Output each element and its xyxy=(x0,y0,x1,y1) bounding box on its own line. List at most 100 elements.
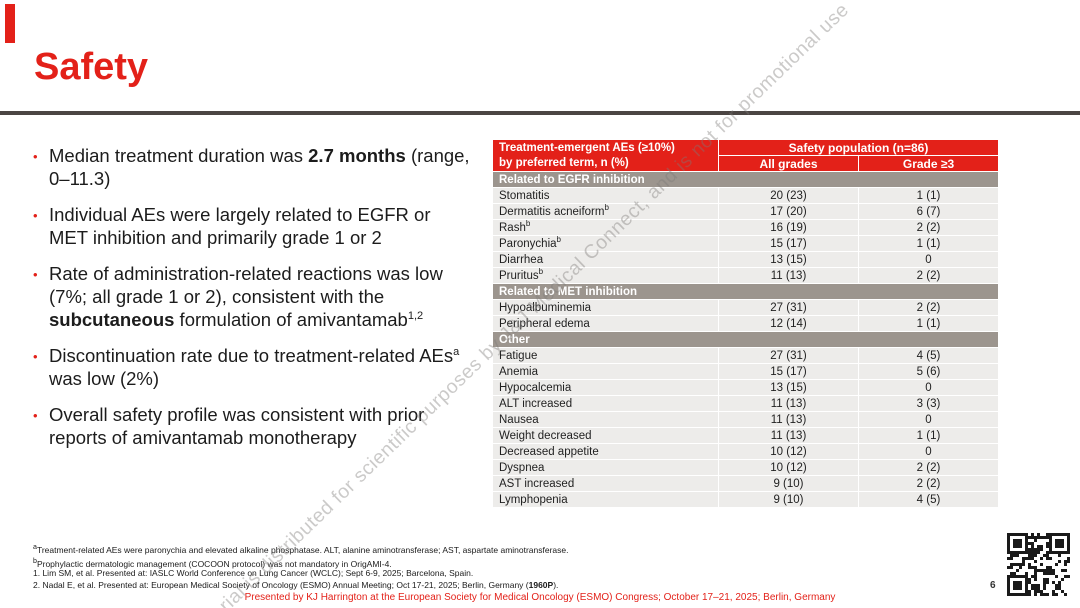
title-rule xyxy=(0,111,1080,115)
grade3-cell: 4 (5) xyxy=(858,347,999,365)
table-row: Hypoalbuminemia 27 (31) 2 (2) xyxy=(492,299,999,317)
term-cell: Decreased appetite xyxy=(492,443,719,461)
table-row: Rashb 16 (19) 2 (2) xyxy=(492,219,999,237)
grade3-cell: 2 (2) xyxy=(858,219,999,237)
term-cell: Dyspnea xyxy=(492,459,719,477)
table-header-row-1: Treatment-emergent AEs (≥10%) by preferr… xyxy=(492,138,999,173)
term-cell: Weight decreased xyxy=(492,427,719,445)
grade3-cell: 2 (2) xyxy=(858,267,999,285)
footnote-b: bProphylactic dermatologic management (C… xyxy=(33,556,793,570)
term-cell: Diarrhea xyxy=(492,251,719,269)
qr-code xyxy=(1007,533,1070,596)
table-row: Nausea 11 (13) 0 xyxy=(492,411,999,429)
reference-1: 1. Lim SM, et al. Presented at: IASLC Wo… xyxy=(33,568,474,578)
grade3-cell: 2 (2) xyxy=(858,459,999,477)
grade3-cell: 1 (1) xyxy=(858,315,999,333)
term-cell: Hypoalbuminemia xyxy=(492,299,719,317)
section-title: Other xyxy=(492,331,999,349)
all-grades-cell: 13 (15) xyxy=(718,251,859,269)
grade3-cell: 0 xyxy=(858,443,999,461)
grade3-cell: 3 (3) xyxy=(858,395,999,413)
bullet-marker: • xyxy=(33,149,38,164)
grade3-cell: 1 (1) xyxy=(858,187,999,205)
all-grades-cell: 15 (17) xyxy=(718,363,859,381)
term-cell: Pruritusb xyxy=(492,267,719,285)
section-row: Related to EGFR inhibition xyxy=(492,171,999,189)
all-grades-cell: 12 (14) xyxy=(718,315,859,333)
all-grades-cell: 17 (20) xyxy=(718,203,859,221)
table-row: Peripheral edema 12 (14) 1 (1) xyxy=(492,315,999,333)
bullet-item: • Individual AEs were largely related to … xyxy=(33,203,471,249)
ae-table: Treatment-emergent AEs (≥10%) by preferr… xyxy=(492,138,999,509)
bullet-list: • Median treatment duration was 2.7 month… xyxy=(33,144,471,462)
section-title: Related to MET inhibition xyxy=(492,283,999,301)
page-title: Safety xyxy=(34,46,149,88)
table-row: AST increased 9 (10) 2 (2) xyxy=(492,475,999,493)
section-title: Related to EGFR inhibition xyxy=(492,171,999,189)
all-grades-cell: 9 (10) xyxy=(718,491,859,509)
reference-2-text: 2. Nadal E, et al. Presented at: Europea… xyxy=(33,579,529,590)
all-grades-cell: 10 (12) xyxy=(718,459,859,477)
footnote-marker: b xyxy=(556,235,561,245)
term-cell: Anemia xyxy=(492,363,719,381)
term-cell: ALT increased xyxy=(492,395,719,413)
all-grades-cell: 27 (31) xyxy=(718,347,859,365)
all-grades-cell: 9 (10) xyxy=(718,475,859,493)
all-grades-cell: 16 (19) xyxy=(718,219,859,237)
references: 1. Lim SM, et al. Presented at: IASLC Wo… xyxy=(33,568,793,591)
table-header-population-cell: Safety population (n=86) xyxy=(718,138,999,157)
all-grades-cell: 20 (23) xyxy=(718,187,859,205)
bullet-text: Median treatment duration was 2.7 months… xyxy=(49,145,470,189)
table-header-row-2: All grades Grade ≥3 xyxy=(493,155,999,173)
term-cell: Hypocalcemia xyxy=(492,379,719,397)
table-row: Paronychiab 15 (17) 1 (1) xyxy=(492,235,999,253)
bullet-item: • Median treatment duration was 2.7 month… xyxy=(33,144,471,190)
bullet-marker: • xyxy=(33,267,38,282)
grade3-cell: 0 xyxy=(858,379,999,397)
table-row: ALT increased 11 (13) 3 (3) xyxy=(492,395,999,413)
bullet-item: • Discontinuation rate due to treatment-r… xyxy=(33,344,471,390)
footnote-a-marker: a xyxy=(33,543,37,551)
table-header-term-cell: Treatment-emergent AEs (≥10%) by preferr… xyxy=(492,138,719,173)
bullet-marker: • xyxy=(33,408,38,423)
grade3-cell: 2 (2) xyxy=(858,475,999,493)
bullet-marker: • xyxy=(33,208,38,223)
term-cell: AST increased xyxy=(492,475,719,493)
reference-2: 2. Nadal E, et al. Presented at: Europea… xyxy=(33,580,793,592)
footnote-b-marker: b xyxy=(33,556,37,565)
grade3-cell: 1 (1) xyxy=(858,427,999,445)
corner-accent-bar xyxy=(5,4,15,43)
table-row: Weight decreased 11 (13) 1 (1) xyxy=(492,427,999,445)
footnote-a-text: Treatment-related AEs were paronychia an… xyxy=(36,544,569,555)
all-grades-cell: 11 (13) xyxy=(718,427,859,445)
page-number: 6 xyxy=(990,580,996,591)
all-grades-cell: 11 (13) xyxy=(718,411,859,429)
term-cell: Dermatitis acneiformb xyxy=(492,203,719,221)
table-row: Pruritusb 11 (13) 2 (2) xyxy=(492,267,999,285)
table-header-all-grades-cell: All grades xyxy=(718,155,859,173)
bullet-text: Discontinuation rate due to treatment-re… xyxy=(49,345,460,389)
section-row: Other xyxy=(492,331,999,349)
footnote-marker: b xyxy=(604,203,609,213)
all-grades-cell: 13 (15) xyxy=(718,379,859,397)
all-grades-cell: 15 (17) xyxy=(718,235,859,253)
grade3-cell: 0 xyxy=(858,411,999,429)
grade3-cell: 2 (2) xyxy=(858,299,999,317)
term-cell: Lymphopenia xyxy=(492,491,719,509)
footnote-b-text: Prophylactic dermatologic management (CO… xyxy=(36,558,392,569)
bullet-item: • Rate of administration-related reaction… xyxy=(33,262,471,331)
table-row: Diarrhea 13 (15) 0 xyxy=(492,251,999,269)
table-row: Dyspnea 10 (12) 2 (2) xyxy=(492,459,999,477)
table-header-term-line1: Treatment-emergent AEs (≥10%) xyxy=(499,142,675,154)
table-row: Fatigue 27 (31) 4 (5) xyxy=(492,347,999,365)
presented-by-line: Presented by KJ Harrington at the Europe… xyxy=(244,592,836,603)
table-header-grade3-cell: Grade ≥3 xyxy=(858,155,999,173)
bullet-item: • Overall safety profile was consistent w… xyxy=(33,403,471,449)
table-row: Decreased appetite 10 (12) 0 xyxy=(492,443,999,461)
grade3-cell: 4 (5) xyxy=(858,491,999,509)
footnote-a: aTreatment-related AEs were paronychia a… xyxy=(33,542,793,556)
section-row: Related to MET inhibition xyxy=(492,283,999,301)
bullet-text: Individual AEs were largely related to E… xyxy=(49,204,431,248)
all-grades-cell: 11 (13) xyxy=(718,267,859,285)
